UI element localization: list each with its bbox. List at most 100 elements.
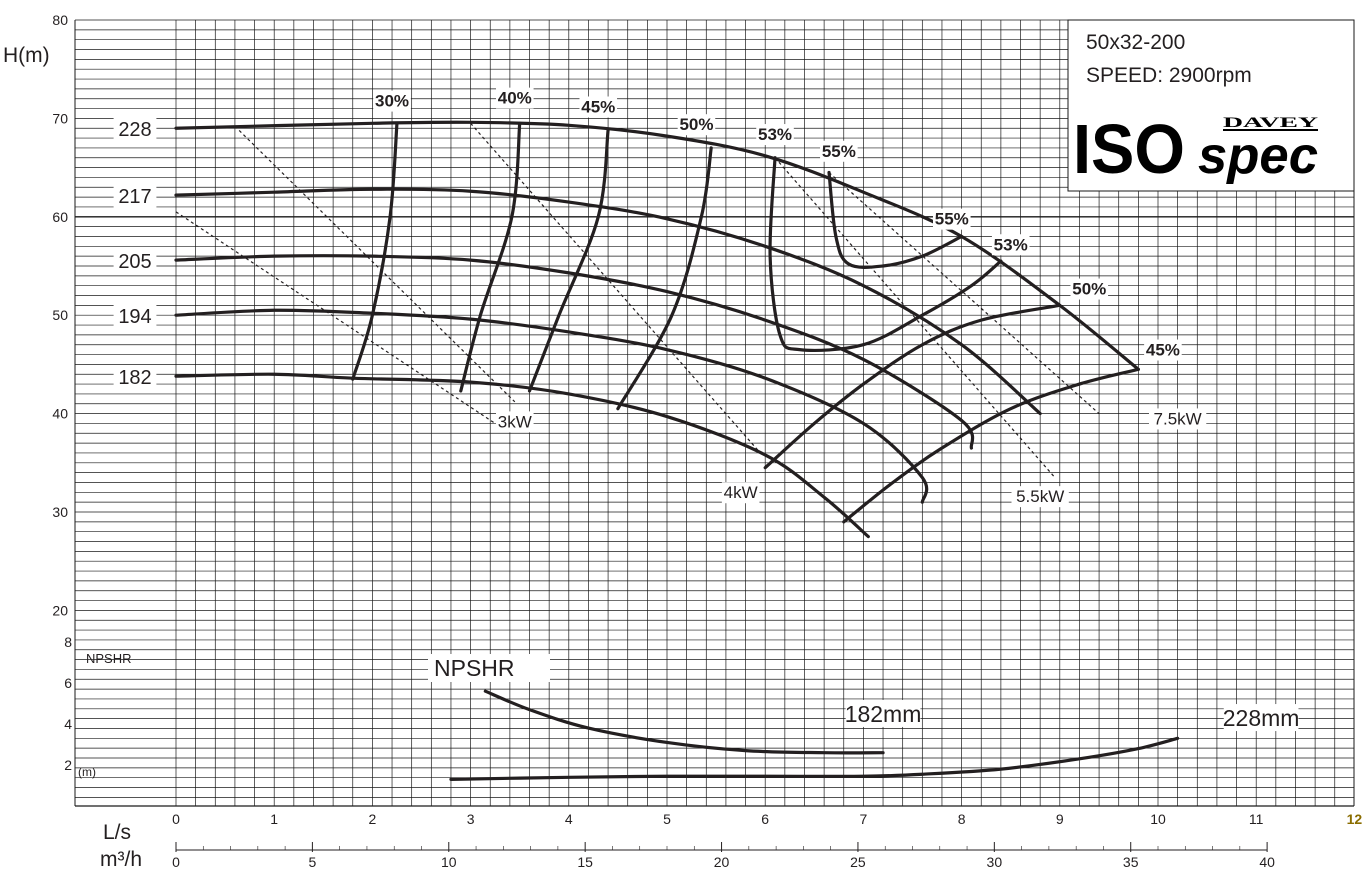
power-lines	[175, 122, 1100, 478]
efficiency-curve	[827, 170, 964, 269]
x-ls-tick-label: 3	[467, 811, 475, 827]
efficiency-label: 50%	[679, 115, 713, 134]
efficiency-label-bg	[991, 234, 1030, 256]
x-ls-tick-label: 11	[1249, 811, 1264, 827]
x-ls-tick-label: 4	[565, 811, 573, 827]
curves	[174, 120, 1180, 781]
npshr-diameter-label: 182mm	[845, 701, 922, 727]
efficiency-curve	[763, 303, 1062, 470]
y-tick-label: 60	[52, 209, 68, 225]
curve-labels: 30% 40% 45% 50% 53% 55% 55% 53% 50% 45% 3kW 4kW 5.5k…	[113, 87, 1300, 732]
x-flow-tick-label: 25	[850, 854, 866, 870]
efficiency-curve	[616, 146, 713, 411]
npshr-diameter-label-bg	[845, 699, 921, 727]
info-box: 50x32-200 SPEED: 2900rpm ISO DAVEY spec	[1067, 19, 1355, 192]
x-ls-tick-label: 5	[663, 811, 671, 827]
x-ls-tick-label: 0	[172, 811, 180, 827]
power-line	[175, 211, 496, 424]
efficiency-label: 53%	[994, 235, 1028, 254]
efficiency-label-bg	[1070, 278, 1109, 300]
efficiency-curve	[842, 367, 1140, 524]
power-label-bg	[1011, 486, 1069, 508]
x-ls-tick-label: 2	[369, 811, 377, 827]
impeller-label-bg	[113, 184, 157, 209]
x-flow-tick-label: 20	[714, 854, 730, 870]
efficiency-label: 55%	[935, 210, 969, 229]
efficiency-label: 50%	[1072, 280, 1106, 299]
impeller-label-bg	[113, 249, 157, 274]
impeller-label: 228	[118, 119, 151, 141]
efficiency-label-bg	[496, 87, 534, 109]
x-flow-tick-label: 40	[1259, 854, 1275, 870]
efficiency-label-bg	[579, 96, 618, 118]
brand-logo-text: DAVEY	[1223, 115, 1318, 131]
npshr-curve-title: NPSHR	[434, 655, 515, 681]
x-ls-tick-label: 8	[958, 811, 966, 827]
y-tick-label: 50	[52, 307, 68, 323]
npshr-tick-label: 8	[64, 634, 72, 650]
efficiency-label: 40%	[498, 89, 532, 108]
power-label: 5.5kW	[1016, 487, 1064, 506]
x-flow-axis-title: m³/h	[100, 848, 142, 871]
efficiency-label-bg	[756, 124, 794, 146]
head-curve-228	[174, 120, 1140, 371]
head-curve-205	[174, 254, 975, 450]
power-label: 3kW	[498, 412, 532, 431]
y-axis-title: H(m)	[3, 44, 50, 67]
npshr-diameter-label: 228mm	[1223, 705, 1300, 731]
efficiency-curve	[768, 156, 1003, 352]
power-line	[470, 122, 761, 454]
x-flow-tick-label: 35	[1123, 854, 1139, 870]
x-ls-tick-label: 12	[1347, 811, 1363, 827]
x-flow-tick-label: 15	[577, 854, 593, 870]
impeller-label: 194	[118, 306, 151, 328]
x-flow-tick-label: 0	[172, 854, 180, 870]
efficiency-label-bg	[932, 208, 971, 230]
x-flow-tick-label: 30	[987, 854, 1003, 870]
efficiency-label: 45%	[581, 97, 615, 116]
x-ls-tick-label: 1	[270, 811, 278, 827]
x-flow-tick-label: 5	[308, 854, 316, 870]
efficiency-label-bg	[820, 140, 858, 162]
efficiency-label-bg	[677, 114, 716, 136]
efficiency-label-bg	[1144, 339, 1182, 361]
npshr-diameter-label-bg	[1223, 704, 1299, 732]
efficiency-curve	[459, 121, 522, 393]
efficiency-curve	[351, 121, 399, 381]
x-ls-tick-label: 6	[761, 811, 769, 827]
efficiency-label: 45%	[1146, 341, 1180, 360]
y-tick-label: 40	[52, 406, 68, 422]
model-label: 50x32-200	[1086, 31, 1185, 54]
impeller-label-bg	[113, 117, 157, 142]
x-flow-tick-label: 10	[441, 854, 457, 870]
power-line	[828, 172, 1100, 415]
npshr-axis-title: NPSHR	[86, 651, 132, 666]
impeller-label: 205	[118, 251, 151, 273]
npshr-tick-label: 2	[64, 757, 72, 773]
efficiency-label: 55%	[822, 142, 856, 161]
x-ls-tick-label: 10	[1150, 811, 1166, 827]
efficiency-curve	[527, 128, 610, 393]
impeller-label: 217	[118, 186, 151, 208]
y-tick-label: 80	[52, 12, 68, 28]
impeller-label: 182	[118, 367, 151, 389]
head-curve-217	[174, 187, 1042, 416]
x-ls-tick-label: 7	[860, 811, 868, 827]
x-ls-axis-title: L/s	[103, 821, 131, 844]
y-tick-label: 20	[52, 602, 68, 618]
speed-label: SPEED: 2900rpm	[1086, 64, 1252, 87]
y-tick-label: 30	[52, 504, 68, 520]
npshr-unit-label: (m)	[78, 765, 96, 779]
efficiency-label-bg	[373, 90, 411, 112]
head-curve-182	[174, 372, 870, 539]
y-tick-label: 70	[52, 110, 68, 126]
efficiency-label: 30%	[375, 92, 409, 111]
npshr-tick-label: 6	[64, 675, 72, 691]
efficiency-label: 53%	[758, 125, 792, 144]
npshr-tick-label: 4	[64, 716, 72, 732]
spec-logo-text: spec	[1198, 127, 1318, 185]
npshr-curve-228mm	[449, 736, 1180, 781]
power-label: 4kW	[724, 483, 758, 502]
